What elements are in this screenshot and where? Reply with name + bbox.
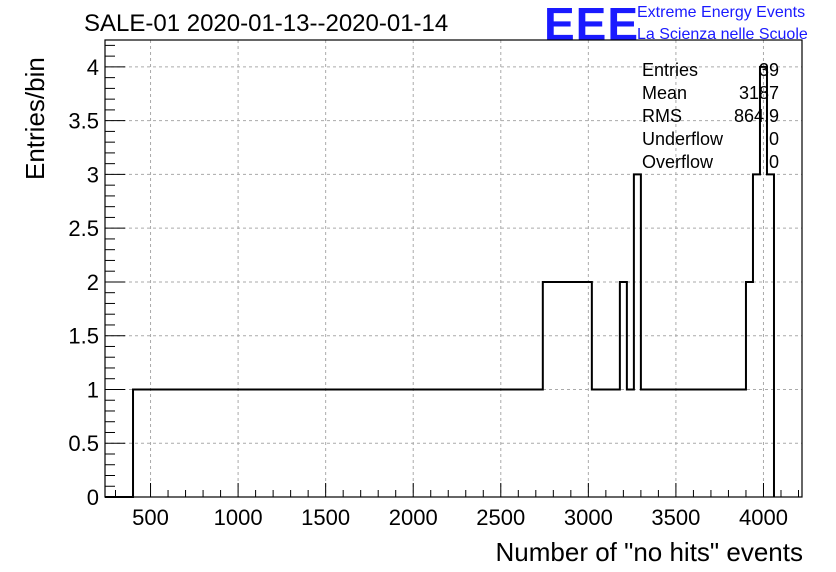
x-tick-label: 3500 (651, 505, 700, 530)
y-tick-label: 2 (87, 270, 99, 295)
y-tick-label: 3 (87, 162, 99, 187)
y-tick-label: 2.5 (68, 216, 99, 241)
y-tick-label: 0.5 (68, 431, 99, 456)
stat-underflow-label: Underflow (642, 129, 724, 149)
page-title: SALE-01 2020-01-13--2020-01-14 (84, 10, 449, 37)
stat-mean-value: 3187 (738, 83, 779, 103)
tick-labels: 500 1000 1500 2000 2500 3000 3500 4000 0 0.5 1 1.5 2… (68, 55, 788, 530)
x-tick-label: 1500 (301, 505, 350, 530)
histogram-line (105, 65, 775, 498)
y-tick-label: 4 (87, 55, 99, 80)
stat-entries-label: Entries (642, 60, 699, 80)
stat-rms-label: RMS (642, 106, 682, 126)
x-tick-label: 2500 (476, 505, 525, 530)
y-tick-label: 1 (87, 377, 99, 402)
x-tick-label: 4000 (739, 505, 788, 530)
eee-logo-line1: Extreme Energy Events (637, 4, 806, 21)
y-axis-label: Entries/bin (20, 57, 50, 180)
y-tick-label: 3.5 (68, 109, 99, 134)
axis-ticks (105, 44, 799, 498)
x-tick-label: 2000 (389, 505, 438, 530)
eee-logo-line2: La Scienza nelle Scuole (637, 26, 808, 43)
plot-frame (104, 39, 803, 498)
stat-rms-value: 864.9 (733, 106, 779, 126)
stat-underflow-value: 0 (768, 129, 779, 149)
x-tick-label: 3000 (564, 505, 613, 530)
stat-overflow-value: 0 (768, 152, 779, 172)
stat-overflow-label: Overflow (642, 152, 714, 172)
x-tick-label: 1000 (214, 505, 263, 530)
stat-entries-value: 39 (758, 60, 779, 80)
y-tick-label: 1.5 (68, 324, 99, 349)
x-axis-label: Number of "no hits" events (495, 537, 804, 567)
y-tick-label: 0 (87, 485, 99, 510)
stat-mean-label: Mean (642, 83, 688, 103)
grid-lines (105, 40, 802, 498)
x-tick-label: 500 (132, 505, 169, 530)
